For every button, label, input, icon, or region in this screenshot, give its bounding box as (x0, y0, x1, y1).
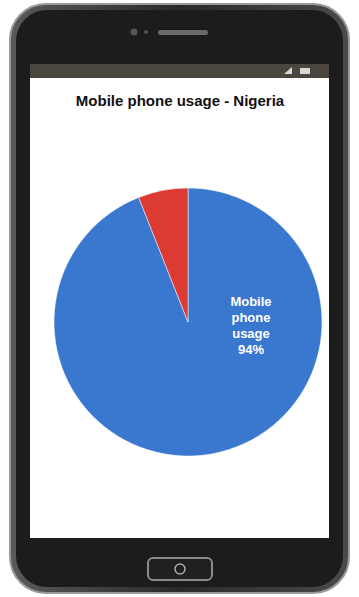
slice-label-line: Mobile (230, 294, 271, 309)
slice-label: Mobilephoneusage (230, 294, 271, 341)
signal-icon (284, 67, 292, 74)
slice-label-line: usage (232, 326, 270, 341)
pie-slice (54, 188, 322, 456)
slice-label-line: phone (231, 310, 270, 325)
phone-frame (10, 4, 349, 593)
status-bar (30, 64, 329, 78)
home-icon (175, 564, 185, 574)
pie-slice (139, 188, 188, 322)
speaker (158, 30, 208, 35)
home-button (148, 558, 212, 580)
phone-inner (16, 10, 343, 587)
screen (30, 64, 329, 538)
sensor (144, 30, 148, 34)
pie-labels: Mobilephoneusage94% (230, 294, 271, 357)
battery-icon (300, 68, 310, 74)
slice-value-label: 94% (238, 342, 264, 357)
camera (131, 29, 138, 36)
chart-title: Mobile phone usage - Nigeria (76, 92, 285, 109)
pie-slices (54, 188, 322, 456)
stage: Mobile phone usage - Nigeria Mobilephoneu… (0, 0, 359, 597)
